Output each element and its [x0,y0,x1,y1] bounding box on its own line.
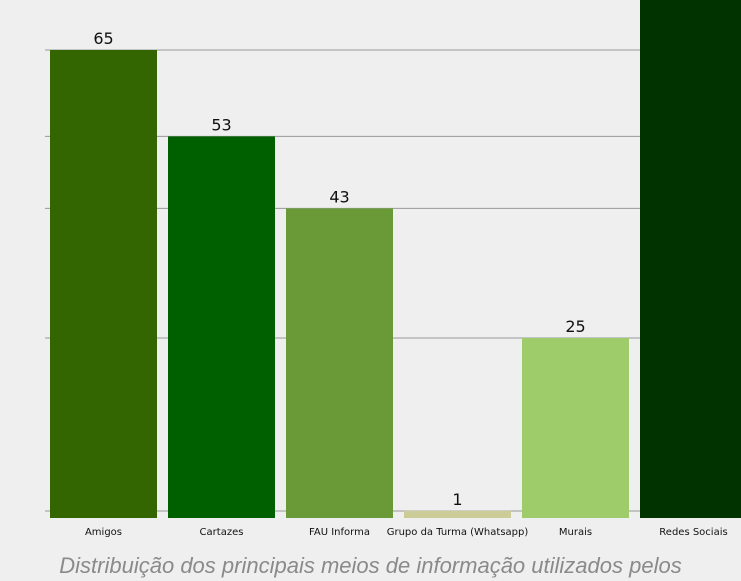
data-labels: 65 53 43 1 25 [93,29,585,509]
data-label: 65 [93,29,113,48]
bar [404,510,511,518]
bars [50,0,741,518]
category-tick-label: Cartazes [200,527,244,538]
chart-caption: Distribuição dos principais meios de inf… [59,553,682,578]
bar-chart: 65 53 43 1 25 Amigos Cartazes FAU Informa Grupo… [45,0,741,538]
data-label: 1 [452,490,462,509]
category-tick-label: Amigos [85,527,122,538]
data-label: 53 [211,115,231,134]
bar [640,0,741,518]
category-tick-label: Grupo da Turma (Whatsapp) [387,527,529,538]
category-tick-label: Redes Sociais [659,527,727,538]
bar [168,136,275,518]
data-label: 43 [329,187,349,206]
data-label: 25 [565,317,585,336]
category-tick-label: FAU Informa [309,527,370,538]
bar [522,338,629,518]
category-axis: Amigos Cartazes FAU Informa Grupo da Turma … [85,527,728,538]
category-tick-label: Murais [559,527,592,538]
bar [50,50,157,518]
bar [286,208,393,518]
